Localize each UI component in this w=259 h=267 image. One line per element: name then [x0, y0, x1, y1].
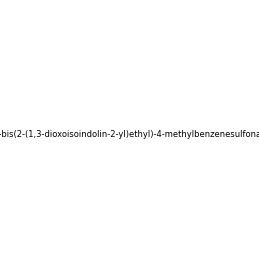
Text: N,N-bis(2-(1,3-dioxoisoindolin-2-yl)ethyl)-4-methylbenzenesulfonamide: N,N-bis(2-(1,3-dioxoisoindolin-2-yl)ethy… [0, 130, 259, 139]
